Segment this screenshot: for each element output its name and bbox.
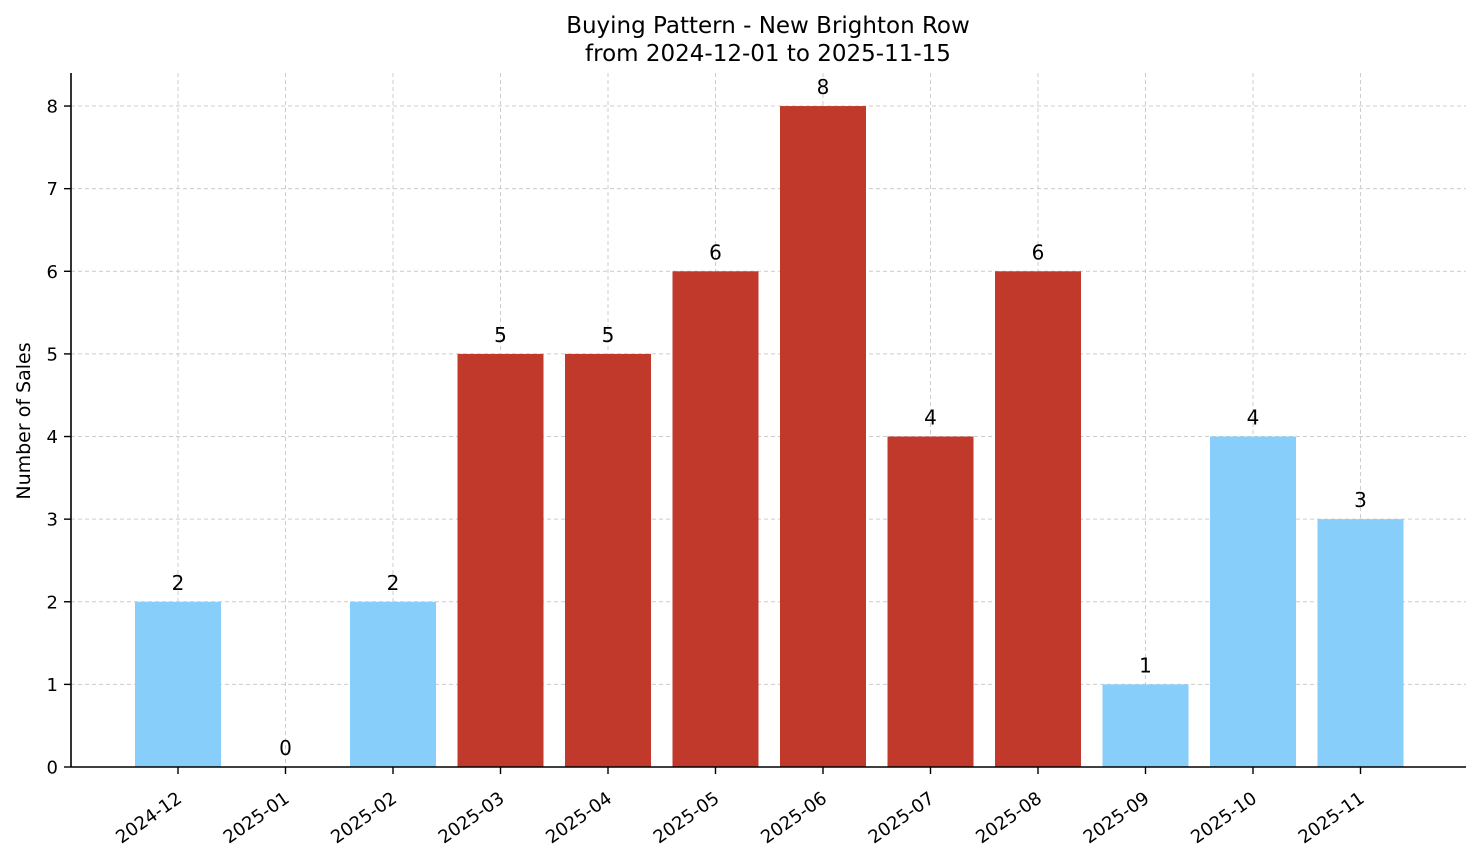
bar-2025-03 — [457, 353, 544, 767]
y-tick-label: 4 — [47, 427, 58, 448]
chart-title: Buying Pattern - New Brighton Row — [566, 13, 970, 39]
x-tick-label: 2025-09 — [1080, 788, 1154, 848]
bar-2025-09 — [1102, 684, 1189, 767]
data-labels: 2 0 2 5 5 6 8 4 6 1 4 3 — [172, 75, 1367, 760]
data-label: 1 — [1139, 653, 1152, 677]
y-tick-label: 2 — [47, 592, 58, 613]
y-ticks: 0 1 2 3 4 5 6 7 8 — [47, 97, 71, 779]
data-label: 0 — [279, 736, 292, 760]
bars — [135, 106, 1404, 768]
x-tick-label: 2025-02 — [327, 788, 401, 848]
x-tick-label: 2025-10 — [1187, 788, 1261, 848]
bar-2025-05 — [672, 271, 759, 767]
x-tick-label: 2025-07 — [865, 788, 939, 848]
data-label: 8 — [817, 75, 830, 99]
bar-2025-07 — [887, 436, 974, 767]
bar-2025-11 — [1317, 519, 1404, 767]
bar-2024-12 — [135, 601, 221, 767]
y-tick-label: 7 — [47, 179, 58, 200]
x-tick-label: 2025-04 — [542, 788, 616, 848]
y-tick-label: 6 — [47, 262, 58, 283]
data-label: 6 — [709, 240, 722, 264]
data-label: 4 — [1247, 406, 1260, 430]
chart-subtitle: from 2024-12-01 to 2025-11-15 — [585, 41, 951, 67]
data-label: 6 — [1032, 240, 1045, 264]
x-tick-label: 2025-01 — [220, 788, 294, 848]
y-tick-label: 0 — [47, 758, 58, 779]
x-tick-label: 2025-05 — [650, 788, 724, 848]
y-tick-label: 1 — [47, 675, 58, 696]
x-tick-label: 2025-11 — [1295, 788, 1369, 848]
y-tick-label: 3 — [47, 510, 58, 531]
data-label: 5 — [494, 323, 507, 347]
bar-2025-04 — [565, 353, 651, 767]
x-ticks: 2024-12 2025-01 2025-02 2025-03 2025-04 2025-… — [112, 767, 1368, 848]
bar-2025-08 — [995, 271, 1081, 767]
bar-2025-06 — [780, 106, 866, 768]
y-tick-label: 8 — [47, 97, 58, 118]
x-tick-label: 2024-12 — [112, 788, 186, 848]
x-tick-label: 2025-03 — [435, 788, 509, 848]
y-axis-label: Number of Sales — [13, 342, 35, 499]
bar-2025-02 — [350, 601, 436, 767]
data-label: 2 — [172, 571, 185, 595]
data-label: 2 — [387, 571, 400, 595]
data-label: 5 — [602, 323, 615, 347]
x-tick-label: 2025-06 — [757, 788, 831, 848]
y-tick-label: 5 — [47, 344, 58, 365]
x-tick-label: 2025-08 — [972, 788, 1046, 848]
data-label: 4 — [924, 406, 937, 430]
bar-2025-10 — [1210, 436, 1296, 767]
data-label: 3 — [1354, 488, 1367, 512]
